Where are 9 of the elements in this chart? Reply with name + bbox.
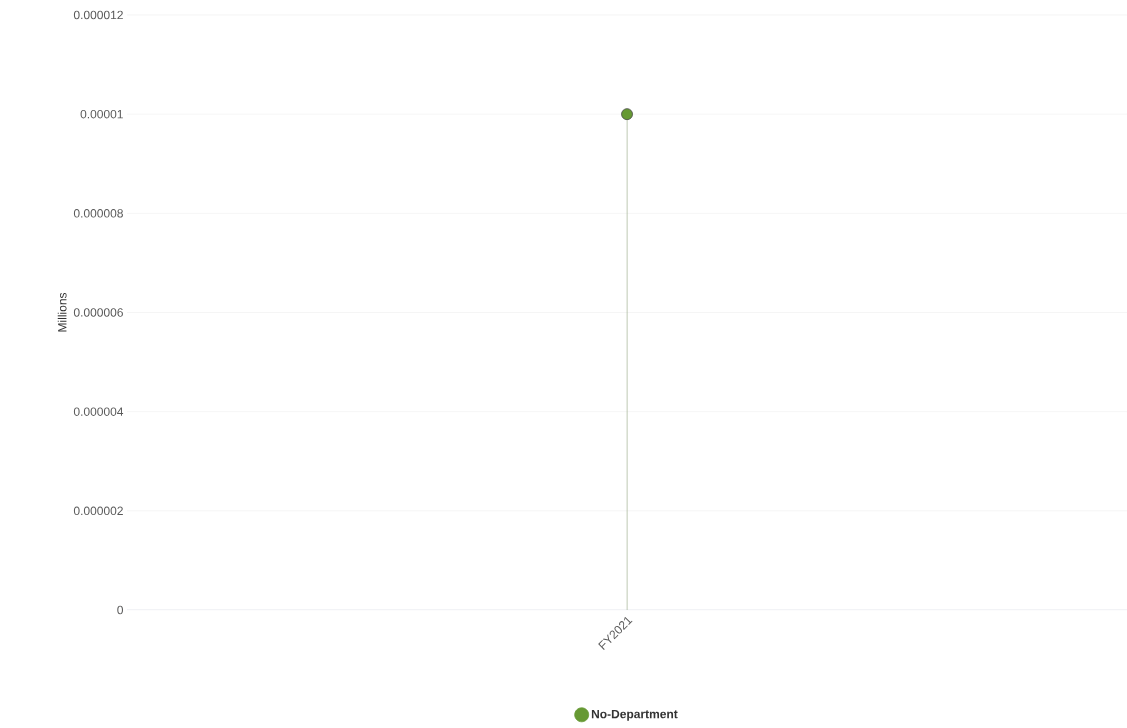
y-tick-label: 0 [117,605,124,615]
y-tick-label: 0.000008 [73,209,123,218]
y-tick-label: 0.000002 [73,506,123,516]
y-tick-label: 0.000004 [73,407,124,416]
legend-label: No-Department [591,709,678,721]
y-axis-title: Millions [57,292,67,332]
y-tick-label: 0.00001 [80,109,123,119]
y-tick-label: 0.000006 [73,308,123,317]
y-tick-label: 0.000012 [73,10,123,20]
